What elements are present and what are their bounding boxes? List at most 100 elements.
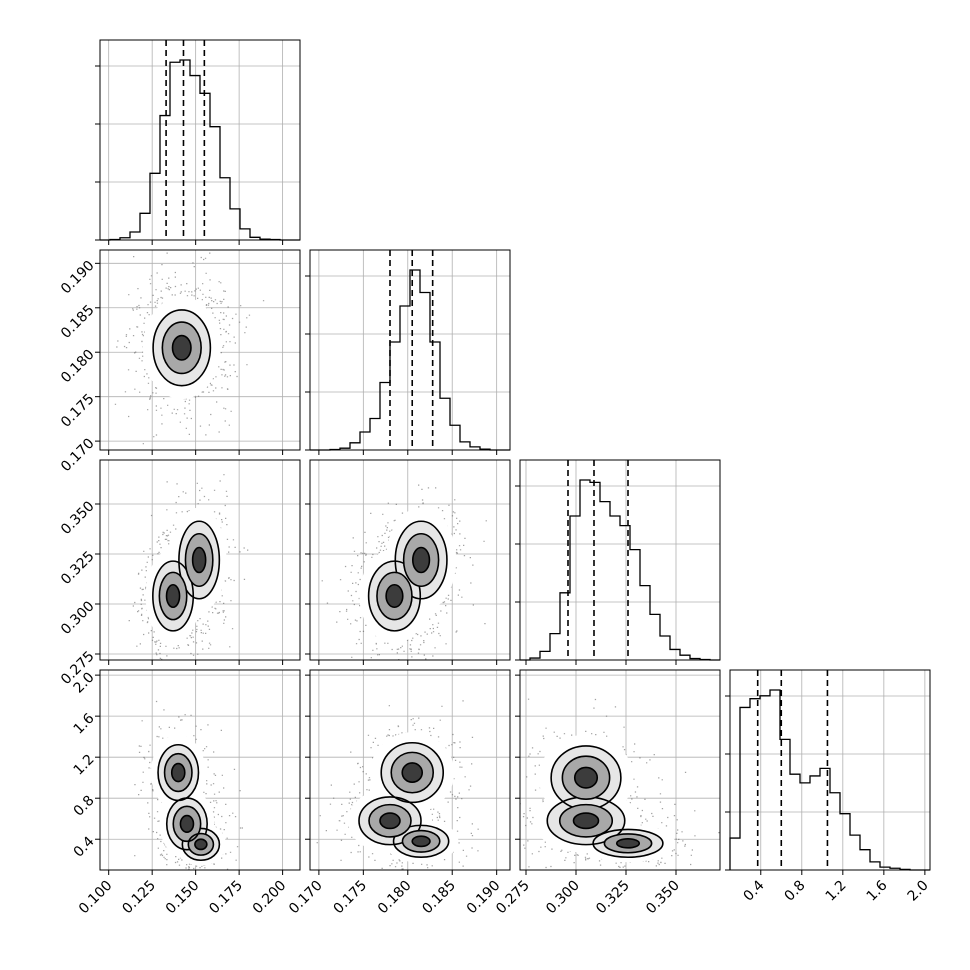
contour-line xyxy=(376,571,413,621)
contour-line xyxy=(401,829,441,853)
contour-line xyxy=(402,532,440,588)
panel-grid-2-2 xyxy=(520,460,720,660)
contour-line xyxy=(179,814,195,833)
density-fill xyxy=(412,547,430,573)
contour-line xyxy=(390,751,435,794)
density-fill xyxy=(386,584,403,608)
contour-line xyxy=(385,583,404,609)
contour-line xyxy=(152,309,212,387)
contour-line xyxy=(394,520,448,600)
y-tick-label: 0.190 xyxy=(58,258,98,298)
scatter-panel-2-0 xyxy=(128,474,249,660)
x-tick-label: 0.100 xyxy=(76,878,116,918)
panel-frame-3-2 xyxy=(519,669,721,871)
panel-frame-1-0 xyxy=(99,249,301,451)
x-tick-label: 0.175 xyxy=(206,878,246,918)
density-fill xyxy=(380,813,400,829)
panel-frame-3-1 xyxy=(309,669,511,871)
y-tick-label: 0.185 xyxy=(58,302,98,342)
contour-line xyxy=(368,803,412,838)
density-fill xyxy=(172,335,191,360)
contour-line xyxy=(171,334,192,361)
panel-frame-1-1 xyxy=(309,249,511,451)
contour-line xyxy=(411,835,431,848)
contour-line xyxy=(615,838,641,849)
contour-line xyxy=(152,560,195,632)
contour-line xyxy=(178,520,221,600)
contour-line xyxy=(172,805,202,843)
panel-grid-3-0 xyxy=(100,670,300,870)
contour-line xyxy=(163,752,193,793)
density-fill xyxy=(616,838,640,848)
histogram-1 xyxy=(310,269,510,451)
y-tick-label: 0.170 xyxy=(58,435,98,475)
contour-line xyxy=(191,546,207,574)
density-fill xyxy=(166,584,180,608)
contour-line xyxy=(161,321,202,375)
x-tick-label: 0.300 xyxy=(543,878,583,918)
x-tick-label: 0.125 xyxy=(119,878,159,918)
contour-line xyxy=(572,812,600,830)
scatter-panel-3-2 xyxy=(520,698,720,870)
contour-line xyxy=(165,797,208,851)
density-fill xyxy=(574,767,598,788)
y-tick-label: 0.175 xyxy=(58,391,98,431)
density-fill xyxy=(573,813,599,829)
contour-line xyxy=(603,833,653,854)
x-tick-label: 1.6 xyxy=(864,877,891,904)
x-tick-label: 0.8 xyxy=(782,878,809,905)
contour-line xyxy=(184,532,214,588)
y-tick-label: 0.350 xyxy=(58,498,98,538)
contour-line xyxy=(165,583,181,609)
x-tick-label: 1.2 xyxy=(823,878,850,905)
x-tick-label: 0.325 xyxy=(593,878,633,918)
contour-line xyxy=(194,838,208,851)
y-tick-label: 0.4 xyxy=(71,834,98,861)
contour-line xyxy=(158,571,188,621)
y-tick-label: 0.8 xyxy=(71,793,98,820)
x-tick-label: 0.4 xyxy=(741,877,768,904)
contour-line xyxy=(561,755,611,801)
y-tick-label: 0.325 xyxy=(58,548,98,588)
density-fill xyxy=(180,815,194,833)
contour-line xyxy=(358,796,422,846)
density-fill xyxy=(192,547,206,573)
panel-frame-2-2 xyxy=(519,459,721,661)
contour-line xyxy=(187,832,215,856)
y-tick-label: 0.180 xyxy=(58,347,98,387)
density-fill xyxy=(412,836,430,847)
x-tick-label: 0.200 xyxy=(250,878,290,918)
contour-line xyxy=(379,812,401,830)
scatter-panel-3-0 xyxy=(134,700,243,870)
scatter-panel-3-1 xyxy=(316,700,479,870)
contour-line xyxy=(573,766,599,789)
contour-line xyxy=(592,828,664,859)
panel-frame-2-1 xyxy=(309,459,511,661)
x-tick-label: 0.275 xyxy=(493,878,533,918)
x-tick-label: 0.175 xyxy=(330,878,370,918)
y-tick-label: 1.2 xyxy=(71,752,98,779)
contour-line xyxy=(170,762,186,783)
x-tick-label: 0.150 xyxy=(163,878,203,918)
panel-frame-2-0 xyxy=(99,459,301,661)
x-tick-label: 0.180 xyxy=(375,878,415,918)
panel-frame-3-3 xyxy=(729,669,931,871)
panel-grid-0-0 xyxy=(100,40,300,240)
density-fill xyxy=(194,839,207,850)
histogram-3 xyxy=(729,689,930,871)
contour-line xyxy=(380,741,445,804)
scatter-panel-1-0 xyxy=(114,252,265,445)
histogram-2 xyxy=(520,479,720,661)
x-tick-label: 0.170 xyxy=(286,878,326,918)
contour-line xyxy=(558,803,614,838)
histogram-0 xyxy=(100,59,300,241)
contour-line xyxy=(401,762,424,783)
contour-line xyxy=(411,546,431,574)
y-tick-label: 0.300 xyxy=(58,598,98,638)
contour-line xyxy=(392,824,450,858)
scatter-panel-2-1 xyxy=(321,484,487,660)
panel-grid-1-1 xyxy=(310,250,510,450)
y-tick-label: 1.6 xyxy=(71,710,98,737)
panel-frame-0-0 xyxy=(99,39,301,241)
